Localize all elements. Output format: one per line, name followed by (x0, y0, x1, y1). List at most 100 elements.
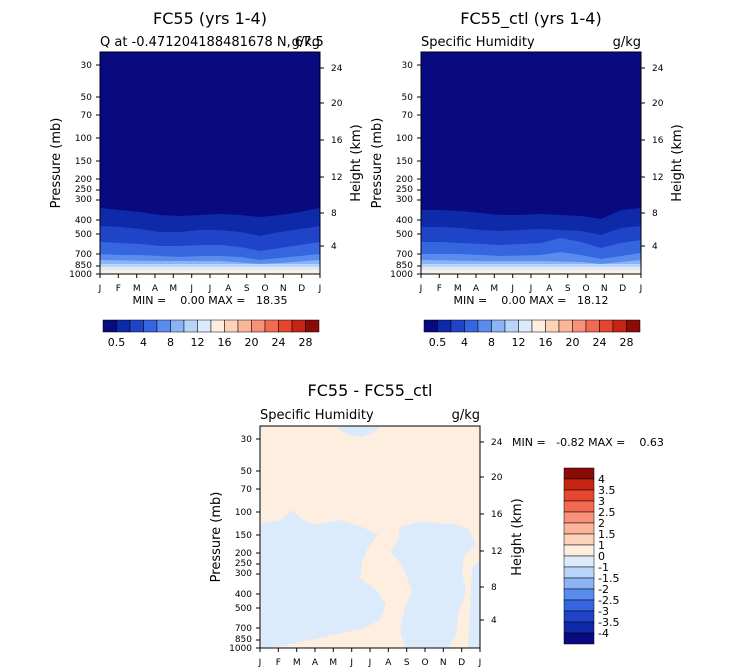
y2-tick-label: 12 (652, 173, 663, 183)
x-tick-label: N (280, 284, 287, 294)
colorbar-swatch (237, 319, 252, 333)
y-tick-label: 70 (241, 485, 253, 495)
colorbar-label: 4 (140, 336, 147, 349)
colorbar-swatch (563, 533, 595, 546)
y2-tick-label: 16 (331, 136, 343, 146)
y-tick-label: 50 (241, 467, 253, 477)
y-tick-label: 1000 (229, 644, 252, 654)
colorbar-label: 28 (299, 336, 313, 349)
y2-tick-label: 16 (652, 136, 664, 146)
colorbar-swatch (518, 319, 533, 333)
y-tick-label: 1000 (69, 270, 92, 280)
colorbar-label: 4 (598, 473, 605, 486)
colorbar-swatch (197, 319, 212, 333)
y-tick-label: 300 (396, 195, 413, 205)
colorbar-label: 28 (620, 336, 634, 349)
colorbar-swatch (464, 319, 479, 333)
colorbar-label: 4 (461, 336, 468, 349)
y-tick-label: 500 (235, 604, 252, 614)
y-tick-label: 150 (235, 531, 252, 541)
y2-tick-label: 12 (331, 173, 342, 183)
colorbar-swatch (437, 319, 452, 333)
y-tick-label: 400 (235, 590, 252, 600)
y-tick-label: 30 (241, 435, 253, 445)
x-tick-label: J (510, 284, 514, 294)
colorbar-swatch (558, 319, 573, 333)
colorbar-swatch (129, 319, 144, 333)
colorbar-swatch (224, 319, 239, 333)
colorbar-label: 12 (512, 336, 526, 349)
colorbar-swatch (170, 319, 185, 333)
x-tick-label: J (189, 284, 193, 294)
colorbar-label: 0.5 (429, 336, 447, 349)
y2-tick-label: 8 (331, 209, 337, 219)
x-tick-label: N (601, 284, 608, 294)
colorbar-swatch (531, 319, 546, 333)
y-axis-title: Pressure (mb) (370, 118, 385, 209)
colorbar-swatch (563, 610, 595, 623)
min-max-text: MIN = -0.82 MAX = 0.63 (512, 436, 664, 449)
colorbar-swatch (116, 319, 131, 333)
colorbar-label: 24 (272, 336, 286, 349)
y-tick-label: 850 (235, 635, 252, 645)
colorbar-label: 12 (191, 336, 205, 349)
y-tick-label: 200 (235, 549, 252, 559)
colorbar-label: 24 (593, 336, 607, 349)
y2-tick-label: 20 (491, 473, 503, 483)
x-tick-label: D (619, 284, 626, 294)
colorbar-swatch (563, 566, 595, 579)
panel-title: FC55_ctl (yrs 1-4) (460, 9, 601, 29)
y-tick-label: 700 (75, 250, 92, 260)
panel-title: FC55 - FC55_ctl (308, 381, 433, 401)
panel-difference: FC55 - FC55_ctl Specific Humidity g/kg (209, 381, 664, 668)
y-tick-label: 500 (75, 230, 92, 240)
colorbar-label: 0 (598, 550, 605, 563)
y-axis-pressure: 30 50 70 100 150 200 250 300 400 500 700… (209, 435, 260, 654)
y2-tick-label: 24 (652, 64, 664, 74)
x-tick-label: F (276, 658, 281, 668)
x-tick-label: M (329, 658, 337, 668)
x-tick-label: A (473, 284, 480, 294)
x-tick-label: J (478, 658, 482, 668)
colorbar-label: -3.5 (598, 616, 619, 629)
x-tick-label: M (293, 658, 301, 668)
y-tick-label: 150 (75, 157, 92, 167)
x-axis: J F M A M J J A S O N D J (98, 274, 321, 294)
x-tick-label: A (312, 658, 319, 668)
y-axis-pressure: 30 50 70 100 150 200 250 300 400 500 700… (370, 61, 421, 280)
y2-tick-label: 4 (652, 242, 658, 252)
y-tick-label: 850 (396, 261, 413, 271)
x-tick-label: A (152, 284, 159, 294)
y-tick-label: 300 (75, 195, 92, 205)
x-tick-label: F (437, 284, 442, 294)
y-tick-label: 70 (402, 111, 414, 121)
x-axis: J F M A M J J A S O N D J (258, 648, 482, 668)
colorbar-label: 3.5 (598, 484, 616, 497)
colorbar-label: 1 (598, 539, 605, 552)
colorbar-swatch (210, 319, 225, 333)
y2-tick-label: 4 (491, 616, 497, 626)
colorbar-label: 3 (598, 495, 605, 508)
y-tick-label: 300 (235, 569, 252, 579)
x-tick-label: J (98, 284, 102, 294)
y2-axis-title: Height (km) (510, 498, 525, 575)
colorbar-label: -2 (598, 583, 609, 596)
colorbar-label: -3 (598, 605, 609, 618)
y-tick-label: 700 (235, 624, 252, 634)
colorbar-horizontal: 0.5 4 8 12 16 20 24 28 (102, 319, 320, 349)
colorbar-label: 1.5 (598, 528, 616, 541)
colorbar-swatch (423, 319, 438, 333)
contour-field (260, 426, 480, 648)
colorbar-swatch (156, 319, 171, 333)
colorbar-label: -1 (598, 561, 609, 574)
y-tick-label: 150 (396, 157, 413, 167)
y2-tick-label: 8 (652, 209, 658, 219)
colorbar-swatch (563, 478, 595, 491)
colorbar-label: 20 (245, 336, 259, 349)
panel-units-label: g/kg (613, 35, 641, 50)
y2-tick-label: 16 (491, 510, 503, 520)
x-tick-label: N (440, 658, 447, 668)
y-tick-label: 1000 (390, 270, 413, 280)
y2-axis-title: Height (km) (349, 124, 364, 201)
colorbar-swatch (563, 632, 595, 645)
